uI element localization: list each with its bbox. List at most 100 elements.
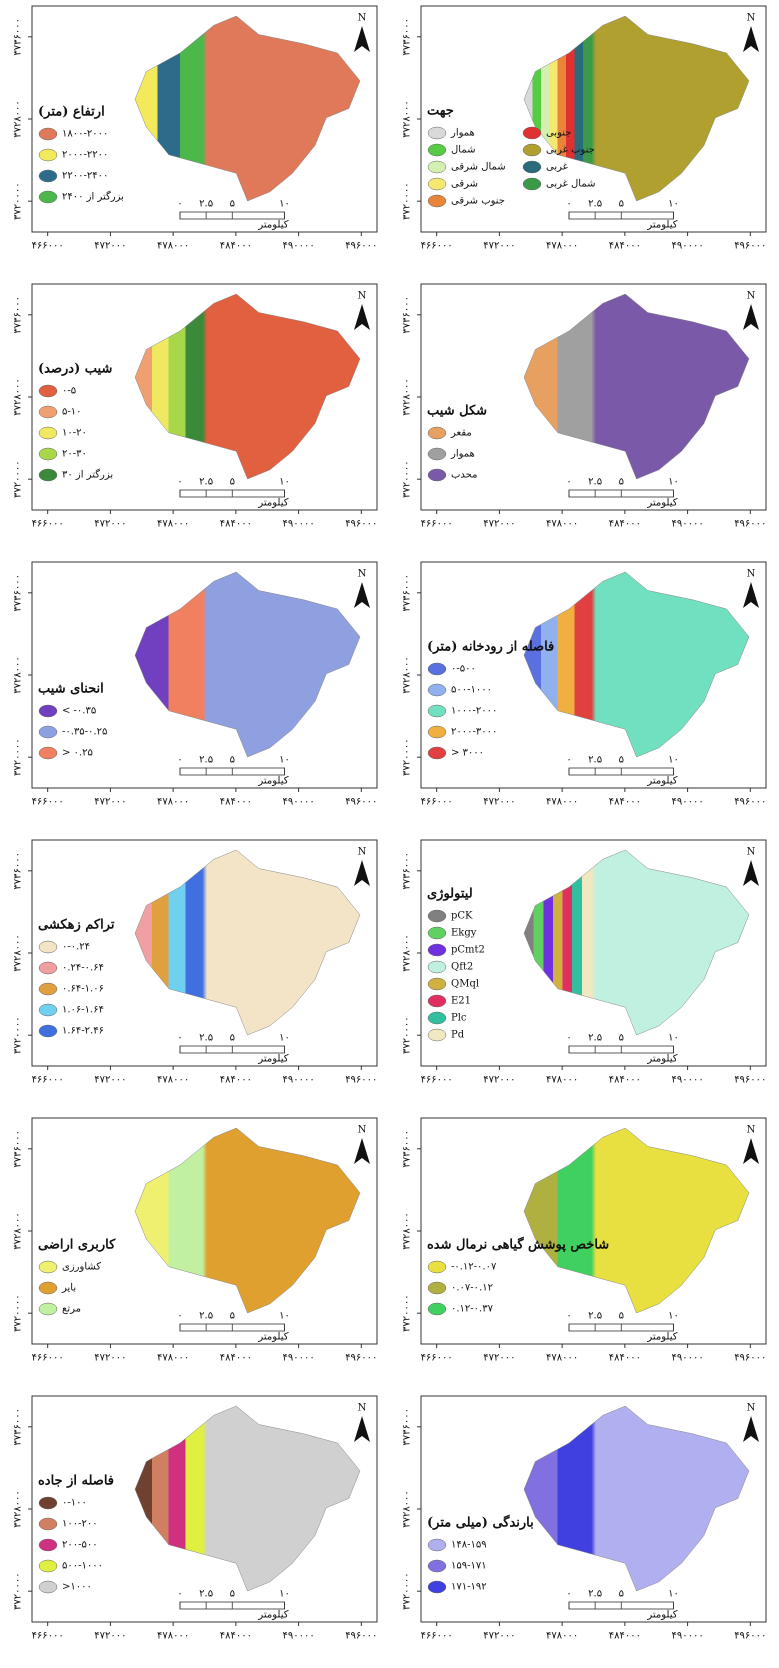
scale-label: ۰ <box>566 477 571 488</box>
y-tick-label: ۳۷۳۶۰۰۰ <box>402 1408 413 1446</box>
legend-label: شمال شرقی <box>451 162 506 173</box>
scale-label: ۲.۵ <box>199 1311 213 1322</box>
scale-label: ۱۰ <box>279 755 290 766</box>
legend-label: ۰-۰.۲۴ <box>62 942 90 953</box>
legend-swatch <box>427 194 447 208</box>
y-tick-label: ۳۷۲۸۰۰۰ <box>402 378 413 416</box>
y-tick-label: ۳۷۲۸۰۰۰ <box>13 100 24 138</box>
scale-label: ۲.۵ <box>588 1033 602 1044</box>
scale-label: ۵ <box>230 477 235 488</box>
north-label: N <box>358 1403 367 1414</box>
y-tick-label: ۳۷۲۸۰۰۰ <box>402 656 413 694</box>
scale-unit: کیلومتر <box>257 776 288 787</box>
x-tick-label: ۴۹۶۰۰۰ <box>734 1075 766 1086</box>
scale-unit: کیلومتر <box>257 1610 288 1621</box>
y-tick-label: ۳۷۲۸۰۰۰ <box>13 656 24 694</box>
map-panel: ۴۶۶۰۰۰ ۴۷۲۰۰۰ ۴۷۸۰۰۰ ۴۸۴۰۰۰ ۴۹۰۰۰۰ ۴۹۶۰۰۰ ۳۷۳۶… <box>13 561 378 808</box>
map-panel: ۴۶۶۰۰۰ ۴۷۲۰۰۰ ۴۷۸۰۰۰ ۴۸۴۰۰۰ ۴۹۰۰۰۰ ۴۹۶۰۰۰ ۳۷۳۶… <box>402 1117 767 1364</box>
study-area <box>134 849 361 1036</box>
legend-title: فاصله از رودخانه (متر) <box>427 640 554 655</box>
x-tick-label: ۴۶۶۰۰۰ <box>32 1353 64 1364</box>
x-tick-label: ۴۷۸۰۰۰ <box>157 519 189 530</box>
x-tick-label: ۴۹۰۰۰۰ <box>282 1631 314 1642</box>
legend-label: بزرگتر از ۲۴۰۰ <box>62 191 124 203</box>
legend-label: pCmt2 <box>451 945 485 956</box>
y-tick-label: ۳۷۳۶۰۰۰ <box>402 18 413 56</box>
scale-label: ۱۰ <box>279 1033 290 1044</box>
legend-swatch <box>38 1024 58 1038</box>
y-tick-label: ۳۷۲۰۰۰۰ <box>402 738 413 776</box>
north-arrow <box>354 26 370 52</box>
x-tick-label: ۴۸۴۰۰۰ <box>220 1353 252 1364</box>
north-arrow <box>743 582 759 608</box>
scale-label: ۵ <box>619 1311 624 1322</box>
legend-swatch <box>38 1496 58 1510</box>
x-tick-label: ۴۷۸۰۰۰ <box>546 797 578 808</box>
x-tick-label: ۴۹۶۰۰۰ <box>734 241 766 252</box>
legend-label: مرتع <box>62 1304 81 1315</box>
scale-label: ۱۰ <box>668 477 679 488</box>
x-tick-label: ۴۹۰۰۰۰ <box>671 797 703 808</box>
legend-label: مقعر <box>450 428 472 439</box>
legend-swatch <box>427 943 447 957</box>
scale-label: ۲.۵ <box>588 755 602 766</box>
north-label: N <box>747 291 756 302</box>
x-tick-label: ۴۹۶۰۰۰ <box>734 1631 766 1642</box>
x-tick-label: ۴۸۴۰۰۰ <box>609 519 641 530</box>
x-tick-label: ۴۷۲۰۰۰ <box>483 1353 515 1364</box>
legend-label: جنوب غربی <box>546 145 595 156</box>
scale-label: ۲.۵ <box>199 755 213 766</box>
x-tick-label: ۴۷۸۰۰۰ <box>157 1631 189 1642</box>
legend-title: شیب (درصد) <box>38 362 112 377</box>
legend-swatch <box>38 468 58 482</box>
legend-swatch <box>38 447 58 461</box>
legend-swatch <box>427 704 447 718</box>
legend-label: ۲۰۰۰-۲۲۰۰ <box>62 150 108 161</box>
legend-swatch <box>522 177 542 191</box>
x-tick-label: ۴۸۴۰۰۰ <box>220 519 252 530</box>
x-tick-label: ۴۹۰۰۰۰ <box>282 1353 314 1364</box>
x-tick-label: ۴۷۲۰۰۰ <box>94 241 126 252</box>
scale-label: ۵ <box>230 1589 235 1600</box>
legend-label: ۱۴۸-۱۵۹ <box>451 1540 487 1551</box>
x-tick-label: ۴۹۶۰۰۰ <box>734 797 766 808</box>
x-tick-label: ۴۷۲۰۰۰ <box>94 1075 126 1086</box>
legend-label: ۱.۰۶-۱.۶۴ <box>62 1005 104 1016</box>
north-label: N <box>358 291 367 302</box>
legend-label: ۵۰۰-۱۰۰۰ <box>451 685 492 696</box>
x-tick-label: ۴۹۰۰۰۰ <box>282 1075 314 1086</box>
legend-label: ۱۰۰-۲۰۰ <box>62 1519 98 1530</box>
x-tick-label: ۴۸۴۰۰۰ <box>220 797 252 808</box>
legend-swatch <box>427 426 447 440</box>
x-tick-label: ۴۷۲۰۰۰ <box>94 797 126 808</box>
y-tick-label: ۳۷۲۰۰۰۰ <box>402 1294 413 1332</box>
y-tick-label: ۳۷۳۶۰۰۰ <box>402 296 413 334</box>
x-tick-label: ۴۷۸۰۰۰ <box>546 1631 578 1642</box>
study-area <box>134 1127 361 1314</box>
scale-unit: کیلومتر <box>257 1332 288 1343</box>
legend-label: ۰-۱۰۰ <box>62 1498 87 1509</box>
legend-label: QMql <box>451 979 479 990</box>
scale-unit: کیلومتر <box>257 498 288 509</box>
north-label: N <box>358 847 367 858</box>
scale-label: ۰ <box>566 199 571 210</box>
x-tick-label: ۴۶۶۰۰۰ <box>421 1075 453 1086</box>
scale-label: ۵ <box>619 1589 624 1600</box>
legend-label: ۱۷۱-۱۹۲ <box>451 1582 487 1593</box>
scale-label: ۰ <box>177 477 182 488</box>
y-tick-label: ۳۷۲۸۰۰۰ <box>402 100 413 138</box>
legend-label: شرقی <box>451 179 478 190</box>
study-area <box>134 15 361 202</box>
map-panel: ۴۶۶۰۰۰ ۴۷۲۰۰۰ ۴۷۸۰۰۰ ۴۸۴۰۰۰ ۴۹۰۰۰۰ ۴۹۶۰۰۰ ۳۷۳۶… <box>13 1395 378 1642</box>
y-tick-label: ۳۷۲۸۰۰۰ <box>402 934 413 972</box>
y-tick-label: ۳۷۲۰۰۰۰ <box>13 460 24 498</box>
legend-swatch <box>38 746 58 760</box>
north-arrow <box>354 1416 370 1442</box>
legend-swatch <box>427 143 447 157</box>
legend-label: ۰.۰۷-۰.۱۲ <box>451 1283 493 1294</box>
legend-label: جنوب شرقی <box>451 196 505 207</box>
y-tick-label: ۳۷۲۰۰۰۰ <box>402 182 413 220</box>
legend-label: بایر <box>61 1283 76 1294</box>
x-tick-label: ۴۷۸۰۰۰ <box>157 241 189 252</box>
legend-label: ۵-۱۰ <box>62 407 82 418</box>
